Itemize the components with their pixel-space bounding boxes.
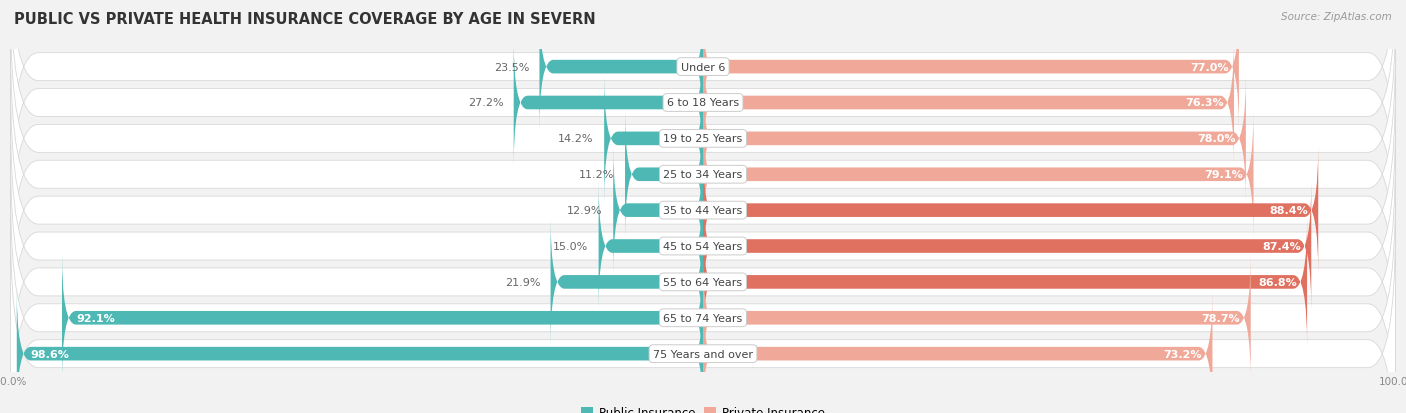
Text: 14.2%: 14.2% (558, 134, 593, 144)
Text: 88.4%: 88.4% (1270, 206, 1308, 216)
Legend: Public Insurance, Private Insurance: Public Insurance, Private Insurance (576, 401, 830, 413)
FancyBboxPatch shape (10, 0, 1396, 197)
Text: 79.1%: 79.1% (1205, 170, 1243, 180)
Text: 87.4%: 87.4% (1263, 242, 1301, 252)
Text: 12.9%: 12.9% (567, 206, 603, 216)
FancyBboxPatch shape (540, 2, 703, 132)
FancyBboxPatch shape (513, 38, 703, 168)
Text: 11.2%: 11.2% (579, 170, 614, 180)
Text: 78.7%: 78.7% (1202, 313, 1240, 323)
Text: 35 to 44 Years: 35 to 44 Years (664, 206, 742, 216)
Text: 27.2%: 27.2% (468, 98, 503, 108)
FancyBboxPatch shape (605, 74, 703, 204)
FancyBboxPatch shape (703, 2, 1239, 132)
Text: 23.5%: 23.5% (494, 62, 529, 72)
Text: 92.1%: 92.1% (76, 313, 115, 323)
FancyBboxPatch shape (10, 189, 1396, 413)
FancyBboxPatch shape (10, 153, 1396, 411)
Text: 65 to 74 Years: 65 to 74 Years (664, 313, 742, 323)
Text: 21.9%: 21.9% (505, 277, 540, 287)
FancyBboxPatch shape (10, 225, 1396, 413)
Text: 73.2%: 73.2% (1164, 349, 1202, 359)
FancyBboxPatch shape (703, 74, 1246, 204)
Text: 75 Years and over: 75 Years and over (652, 349, 754, 359)
Text: 55 to 64 Years: 55 to 64 Years (664, 277, 742, 287)
Text: Source: ZipAtlas.com: Source: ZipAtlas.com (1281, 12, 1392, 22)
Text: 78.0%: 78.0% (1197, 134, 1236, 144)
Text: 86.8%: 86.8% (1258, 277, 1296, 287)
Text: 45 to 54 Years: 45 to 54 Years (664, 242, 742, 252)
FancyBboxPatch shape (703, 182, 1312, 311)
FancyBboxPatch shape (626, 110, 703, 240)
FancyBboxPatch shape (703, 253, 1251, 383)
FancyBboxPatch shape (551, 217, 703, 347)
Text: 19 to 25 Years: 19 to 25 Years (664, 134, 742, 144)
Text: PUBLIC VS PRIVATE HEALTH INSURANCE COVERAGE BY AGE IN SEVERN: PUBLIC VS PRIVATE HEALTH INSURANCE COVER… (14, 12, 596, 27)
Text: 76.3%: 76.3% (1185, 98, 1223, 108)
FancyBboxPatch shape (703, 146, 1319, 275)
FancyBboxPatch shape (10, 45, 1396, 304)
Text: 77.0%: 77.0% (1189, 62, 1229, 72)
FancyBboxPatch shape (703, 38, 1234, 168)
FancyBboxPatch shape (62, 253, 703, 383)
Text: 25 to 34 Years: 25 to 34 Years (664, 170, 742, 180)
Text: 98.6%: 98.6% (31, 349, 69, 359)
Text: Under 6: Under 6 (681, 62, 725, 72)
FancyBboxPatch shape (703, 110, 1254, 240)
Text: 6 to 18 Years: 6 to 18 Years (666, 98, 740, 108)
FancyBboxPatch shape (613, 146, 703, 275)
FancyBboxPatch shape (703, 289, 1212, 413)
FancyBboxPatch shape (599, 182, 703, 311)
FancyBboxPatch shape (10, 81, 1396, 340)
Text: 15.0%: 15.0% (553, 242, 588, 252)
FancyBboxPatch shape (17, 289, 703, 413)
FancyBboxPatch shape (10, 0, 1396, 233)
FancyBboxPatch shape (10, 10, 1396, 268)
FancyBboxPatch shape (10, 117, 1396, 376)
FancyBboxPatch shape (703, 217, 1308, 347)
